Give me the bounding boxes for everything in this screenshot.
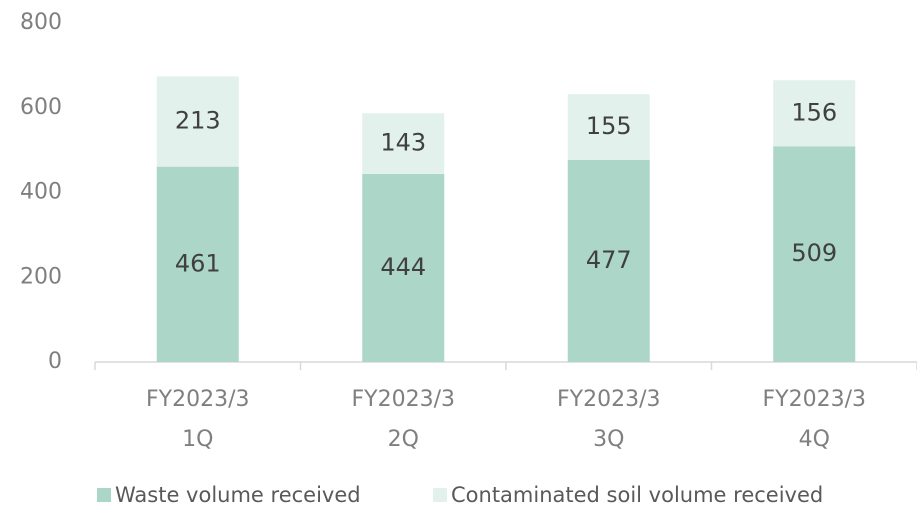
x-tick-label: 3Q: [593, 427, 624, 452]
x-tick-label: 1Q: [182, 427, 213, 452]
x-tick-label: FY2023/3: [557, 387, 661, 412]
legend-label: Waste volume received: [115, 483, 361, 506]
x-tick-label: FY2023/3: [146, 387, 250, 412]
data-label: 156: [791, 98, 837, 126]
y-tick-label: 400: [20, 180, 62, 205]
y-tick-label: 200: [20, 264, 62, 289]
bar-segment: [156, 76, 239, 167]
bar-segment: [362, 173, 445, 362]
x-tick-label: FY2023/3: [352, 387, 456, 412]
data-label: 213: [175, 107, 221, 135]
legend-swatch: [433, 488, 447, 502]
bar-segment: [362, 113, 445, 174]
x-tick-label: FY2023/3: [763, 387, 867, 412]
y-tick-label: 0: [48, 349, 62, 374]
x-tick-label: 4Q: [799, 427, 830, 452]
bar-segment: [156, 166, 239, 362]
bar-segment: [567, 159, 650, 362]
legend-label: Contaminated soil volume received: [451, 483, 823, 506]
bar-segment: [773, 80, 856, 147]
data-label: 461: [175, 249, 221, 277]
data-label: 477: [586, 246, 632, 274]
y-tick-label: 600: [20, 95, 62, 120]
legend-swatch: [97, 488, 111, 502]
x-tick-label: 2Q: [388, 427, 419, 452]
bar-segment: [773, 146, 856, 362]
y-tick-label: 800: [20, 10, 62, 35]
data-label: 143: [380, 129, 426, 157]
bar-segment: [567, 94, 650, 160]
data-label: 444: [380, 253, 426, 281]
data-label: 509: [791, 239, 837, 267]
data-label: 155: [586, 112, 632, 140]
